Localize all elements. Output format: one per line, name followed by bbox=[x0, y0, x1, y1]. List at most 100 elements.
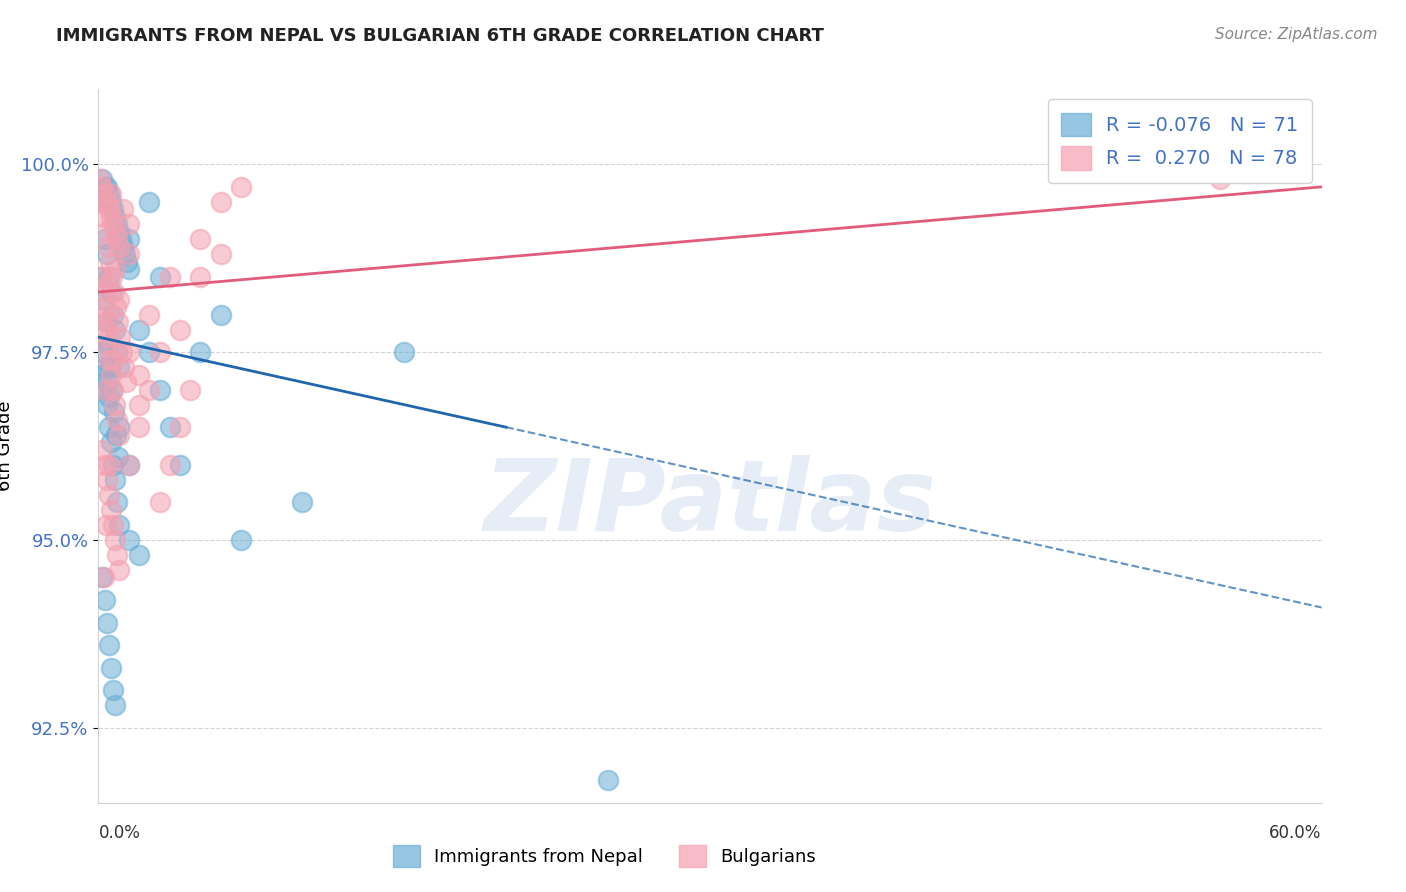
Point bbox=[100, 270, 122, 285]
Point bbox=[91, 368, 114, 382]
Point bbox=[96, 337, 118, 351]
Point bbox=[169, 458, 191, 472]
Point bbox=[128, 548, 150, 562]
Point bbox=[110, 232, 132, 246]
Point bbox=[118, 232, 141, 246]
Point bbox=[188, 345, 212, 359]
Point bbox=[108, 420, 131, 434]
Point bbox=[105, 345, 128, 359]
Point bbox=[101, 308, 124, 322]
Point bbox=[93, 593, 115, 607]
Point bbox=[111, 202, 134, 217]
Point bbox=[104, 427, 127, 442]
Point bbox=[101, 352, 124, 367]
Point bbox=[112, 360, 135, 375]
Point bbox=[108, 427, 131, 442]
Legend: R = -0.076   N = 71, R =  0.270   N = 78: R = -0.076 N = 71, R = 0.270 N = 78 bbox=[1047, 99, 1312, 184]
Point bbox=[101, 683, 124, 698]
Point bbox=[118, 533, 141, 547]
Point bbox=[128, 322, 150, 336]
Point bbox=[105, 495, 128, 509]
Point bbox=[159, 270, 181, 285]
Point bbox=[118, 247, 141, 261]
Point bbox=[96, 179, 118, 194]
Point bbox=[97, 202, 120, 217]
Point bbox=[101, 458, 124, 472]
Text: ZIPatlas: ZIPatlas bbox=[484, 455, 936, 551]
Point bbox=[291, 495, 314, 509]
Point bbox=[231, 179, 253, 194]
Point bbox=[231, 533, 253, 547]
Point bbox=[118, 458, 141, 472]
Point bbox=[89, 270, 111, 285]
Point bbox=[96, 194, 118, 209]
Point bbox=[138, 308, 160, 322]
Point bbox=[108, 517, 131, 532]
Point bbox=[96, 375, 118, 389]
Point bbox=[159, 458, 181, 472]
Point bbox=[91, 308, 114, 322]
Point bbox=[101, 202, 124, 217]
Point bbox=[97, 420, 120, 434]
Point bbox=[104, 533, 127, 547]
Point bbox=[93, 187, 115, 202]
Point bbox=[138, 345, 160, 359]
Point bbox=[596, 773, 619, 788]
Point bbox=[149, 270, 172, 285]
Point bbox=[94, 315, 117, 329]
Point bbox=[91, 179, 114, 194]
Point bbox=[96, 398, 118, 412]
Point bbox=[103, 285, 125, 299]
Point bbox=[96, 315, 118, 329]
Point bbox=[104, 210, 127, 224]
Text: IMMIGRANTS FROM NEPAL VS BULGARIAN 6TH GRADE CORRELATION CHART: IMMIGRANTS FROM NEPAL VS BULGARIAN 6TH G… bbox=[56, 27, 824, 45]
Text: Source: ZipAtlas.com: Source: ZipAtlas.com bbox=[1215, 27, 1378, 42]
Point bbox=[100, 285, 122, 299]
Point bbox=[105, 548, 128, 562]
Point bbox=[93, 300, 115, 314]
Point bbox=[392, 345, 416, 359]
Point bbox=[118, 218, 141, 232]
Point bbox=[94, 225, 117, 239]
Point bbox=[93, 458, 115, 472]
Point bbox=[104, 225, 127, 239]
Point bbox=[138, 383, 160, 397]
Y-axis label: 6th Grade: 6th Grade bbox=[0, 401, 14, 491]
Point bbox=[93, 360, 115, 375]
Point bbox=[93, 322, 115, 336]
Point bbox=[100, 660, 122, 674]
Point bbox=[91, 345, 114, 359]
Point bbox=[105, 232, 128, 246]
Point bbox=[98, 360, 121, 375]
Point bbox=[114, 247, 136, 261]
Point bbox=[97, 337, 120, 351]
Point bbox=[105, 218, 128, 232]
Point bbox=[107, 450, 129, 465]
Point bbox=[93, 210, 115, 224]
Point bbox=[93, 293, 115, 307]
Point bbox=[169, 420, 191, 434]
Point bbox=[97, 270, 120, 285]
Point bbox=[97, 330, 120, 344]
Point bbox=[96, 277, 118, 292]
Text: 0.0%: 0.0% bbox=[98, 824, 141, 842]
Legend: Immigrants from Nepal, Bulgarians: Immigrants from Nepal, Bulgarians bbox=[385, 838, 824, 874]
Point bbox=[93, 570, 115, 584]
Point bbox=[94, 517, 117, 532]
Point bbox=[91, 172, 114, 186]
Point bbox=[188, 270, 212, 285]
Point bbox=[107, 315, 129, 329]
Point bbox=[97, 240, 120, 254]
Point bbox=[128, 398, 150, 412]
Point bbox=[104, 262, 127, 277]
Point bbox=[97, 390, 120, 404]
Point bbox=[101, 517, 124, 532]
Point bbox=[108, 563, 131, 577]
Point bbox=[91, 570, 114, 584]
Point bbox=[104, 698, 127, 713]
Point bbox=[115, 375, 138, 389]
Point bbox=[104, 322, 127, 336]
Point bbox=[100, 194, 122, 209]
Point bbox=[90, 194, 112, 209]
Point bbox=[100, 368, 122, 382]
